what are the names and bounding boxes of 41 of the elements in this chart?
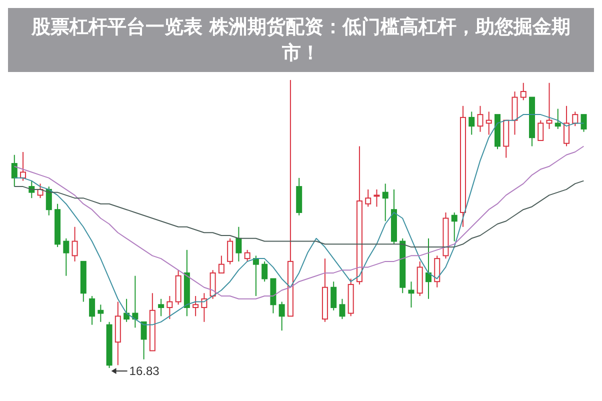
candlestick xyxy=(278,301,285,332)
candlestick xyxy=(546,82,552,130)
candlestick xyxy=(244,249,250,262)
candlestick xyxy=(46,186,52,216)
candlestick xyxy=(520,82,526,101)
candlestick xyxy=(218,255,224,274)
candlestick xyxy=(382,183,388,222)
candlestick xyxy=(20,152,26,182)
candlestick xyxy=(425,238,432,300)
candlestick xyxy=(374,188,380,208)
candlestick xyxy=(408,281,414,308)
candlestick xyxy=(158,298,164,317)
candlestick xyxy=(72,226,78,262)
candlestick xyxy=(538,120,544,141)
candlestick xyxy=(98,304,104,322)
candlestick xyxy=(210,270,216,300)
candlestick xyxy=(554,108,561,130)
candlestick xyxy=(451,212,458,242)
candlestick xyxy=(227,238,234,265)
candlestick xyxy=(468,111,475,136)
candlestick xyxy=(89,296,96,326)
chart-title: 股票杠杆平台一览表 株洲期货配资：低门槛高杠杆，助您掘金期市！ xyxy=(8,8,594,72)
candlestick xyxy=(236,226,242,262)
candlestick xyxy=(580,114,587,132)
candlestick xyxy=(140,321,147,360)
candlestick xyxy=(564,105,570,147)
candlestick xyxy=(11,154,18,188)
candlestick xyxy=(477,105,484,132)
candlestick xyxy=(192,296,199,317)
candlestick xyxy=(365,188,372,208)
candlestick xyxy=(330,281,337,311)
candlestick xyxy=(434,255,440,288)
candlestick xyxy=(512,91,518,136)
annotation: 16.83 xyxy=(129,364,160,378)
candlestick xyxy=(63,238,70,276)
candlestick xyxy=(339,298,346,320)
candlestick xyxy=(166,296,173,320)
candlestick xyxy=(252,255,259,296)
candlestick xyxy=(486,111,492,136)
candlestick xyxy=(262,260,268,282)
candlestick xyxy=(572,111,578,127)
